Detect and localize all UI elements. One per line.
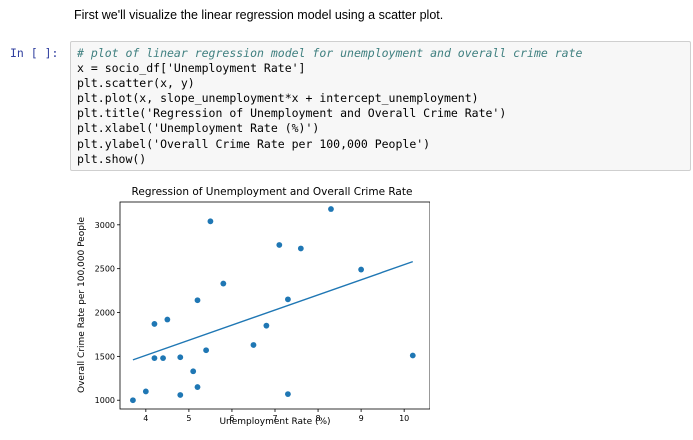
x-tick-label: 8 (316, 414, 321, 423)
x-tick-label: 6 (229, 414, 234, 423)
scatter-point (194, 384, 201, 390)
cell-prompt: In [ ]: (10, 46, 59, 60)
scatter-point (297, 245, 304, 252)
scatter-point (190, 368, 197, 375)
scatter-point (358, 266, 365, 273)
plot-area-frame (119, 201, 431, 410)
scatter-point (220, 280, 227, 287)
y-tick-label: 2000 (95, 309, 115, 318)
code-line-show: plt.show() (77, 151, 147, 166)
scatter-point (203, 347, 210, 354)
x-tick-label: 5 (186, 414, 191, 423)
scatter-point (130, 397, 136, 404)
x-tick-label: 9 (359, 414, 364, 423)
code-line-xlabel: plt.xlabel('Unemployment Rate (%)') (77, 121, 320, 136)
scatter-point (164, 316, 171, 323)
code-line-scatter: plt.scatter(x, y) (77, 76, 195, 91)
x-tick-label: 4 (143, 414, 148, 423)
scatter-point (151, 321, 158, 327)
code-cell-editor[interactable]: # plot of linear regression model for un… (70, 41, 691, 171)
scatter-point (142, 388, 149, 395)
scatter-point (151, 355, 158, 362)
code-line-comment: # plot of linear regression model for un… (77, 46, 583, 60)
y-tick-label: 1500 (95, 352, 115, 361)
scatter-point (177, 392, 184, 398)
scatter-point (285, 391, 291, 397)
scatter-point (276, 242, 283, 248)
scatter-point (263, 322, 270, 329)
y-axis: 1000 1500 2000 2500 3000 (95, 221, 120, 405)
regression-line (132, 260, 414, 361)
scatter-chart: Regression of Unemployment and Overall C… (77, 186, 431, 427)
y-tick-label: 2500 (95, 265, 115, 274)
x-axis-label: Unemployment Rate (%) (219, 417, 330, 427)
scatter-point (194, 297, 201, 304)
code-line-assign-x: x = socio_df['Unemployment Rate'] (77, 61, 306, 76)
scatter-point (207, 218, 214, 225)
chart-title: Regression of Unemployment and Overall C… (132, 186, 413, 198)
code-line-title: plt.title('Regression of Unemployment an… (77, 106, 507, 121)
x-tick-label: 7 (272, 414, 277, 423)
data-points (130, 206, 416, 404)
code-line-ylabel: plt.ylabel('Overall Crime Rate per 100,0… (77, 136, 431, 151)
markdown-text: First we'll visualize the linear regress… (74, 8, 444, 22)
scatter-point (250, 342, 257, 348)
code-line-plot: plt.plot(x, slope_unemployment*x + inter… (77, 91, 479, 106)
x-axis: 4 5 6 7 8 9 10 (143, 409, 409, 423)
cell-output: Regression of Unemployment and Overall C… (70, 178, 431, 438)
scatter-point (285, 296, 291, 303)
scatter-point (177, 354, 184, 361)
y-tick-label: 3000 (95, 221, 115, 230)
y-axis-label: Overall Crime Rate per 100,000 People (77, 217, 87, 393)
scatter-point (160, 355, 166, 362)
scatter-point (328, 206, 334, 212)
y-tick-label: 1000 (95, 396, 115, 405)
x-tick-label: 10 (399, 414, 409, 423)
scatter-point (409, 352, 416, 359)
markdown-cell: First we'll visualize the linear regress… (74, 8, 443, 22)
